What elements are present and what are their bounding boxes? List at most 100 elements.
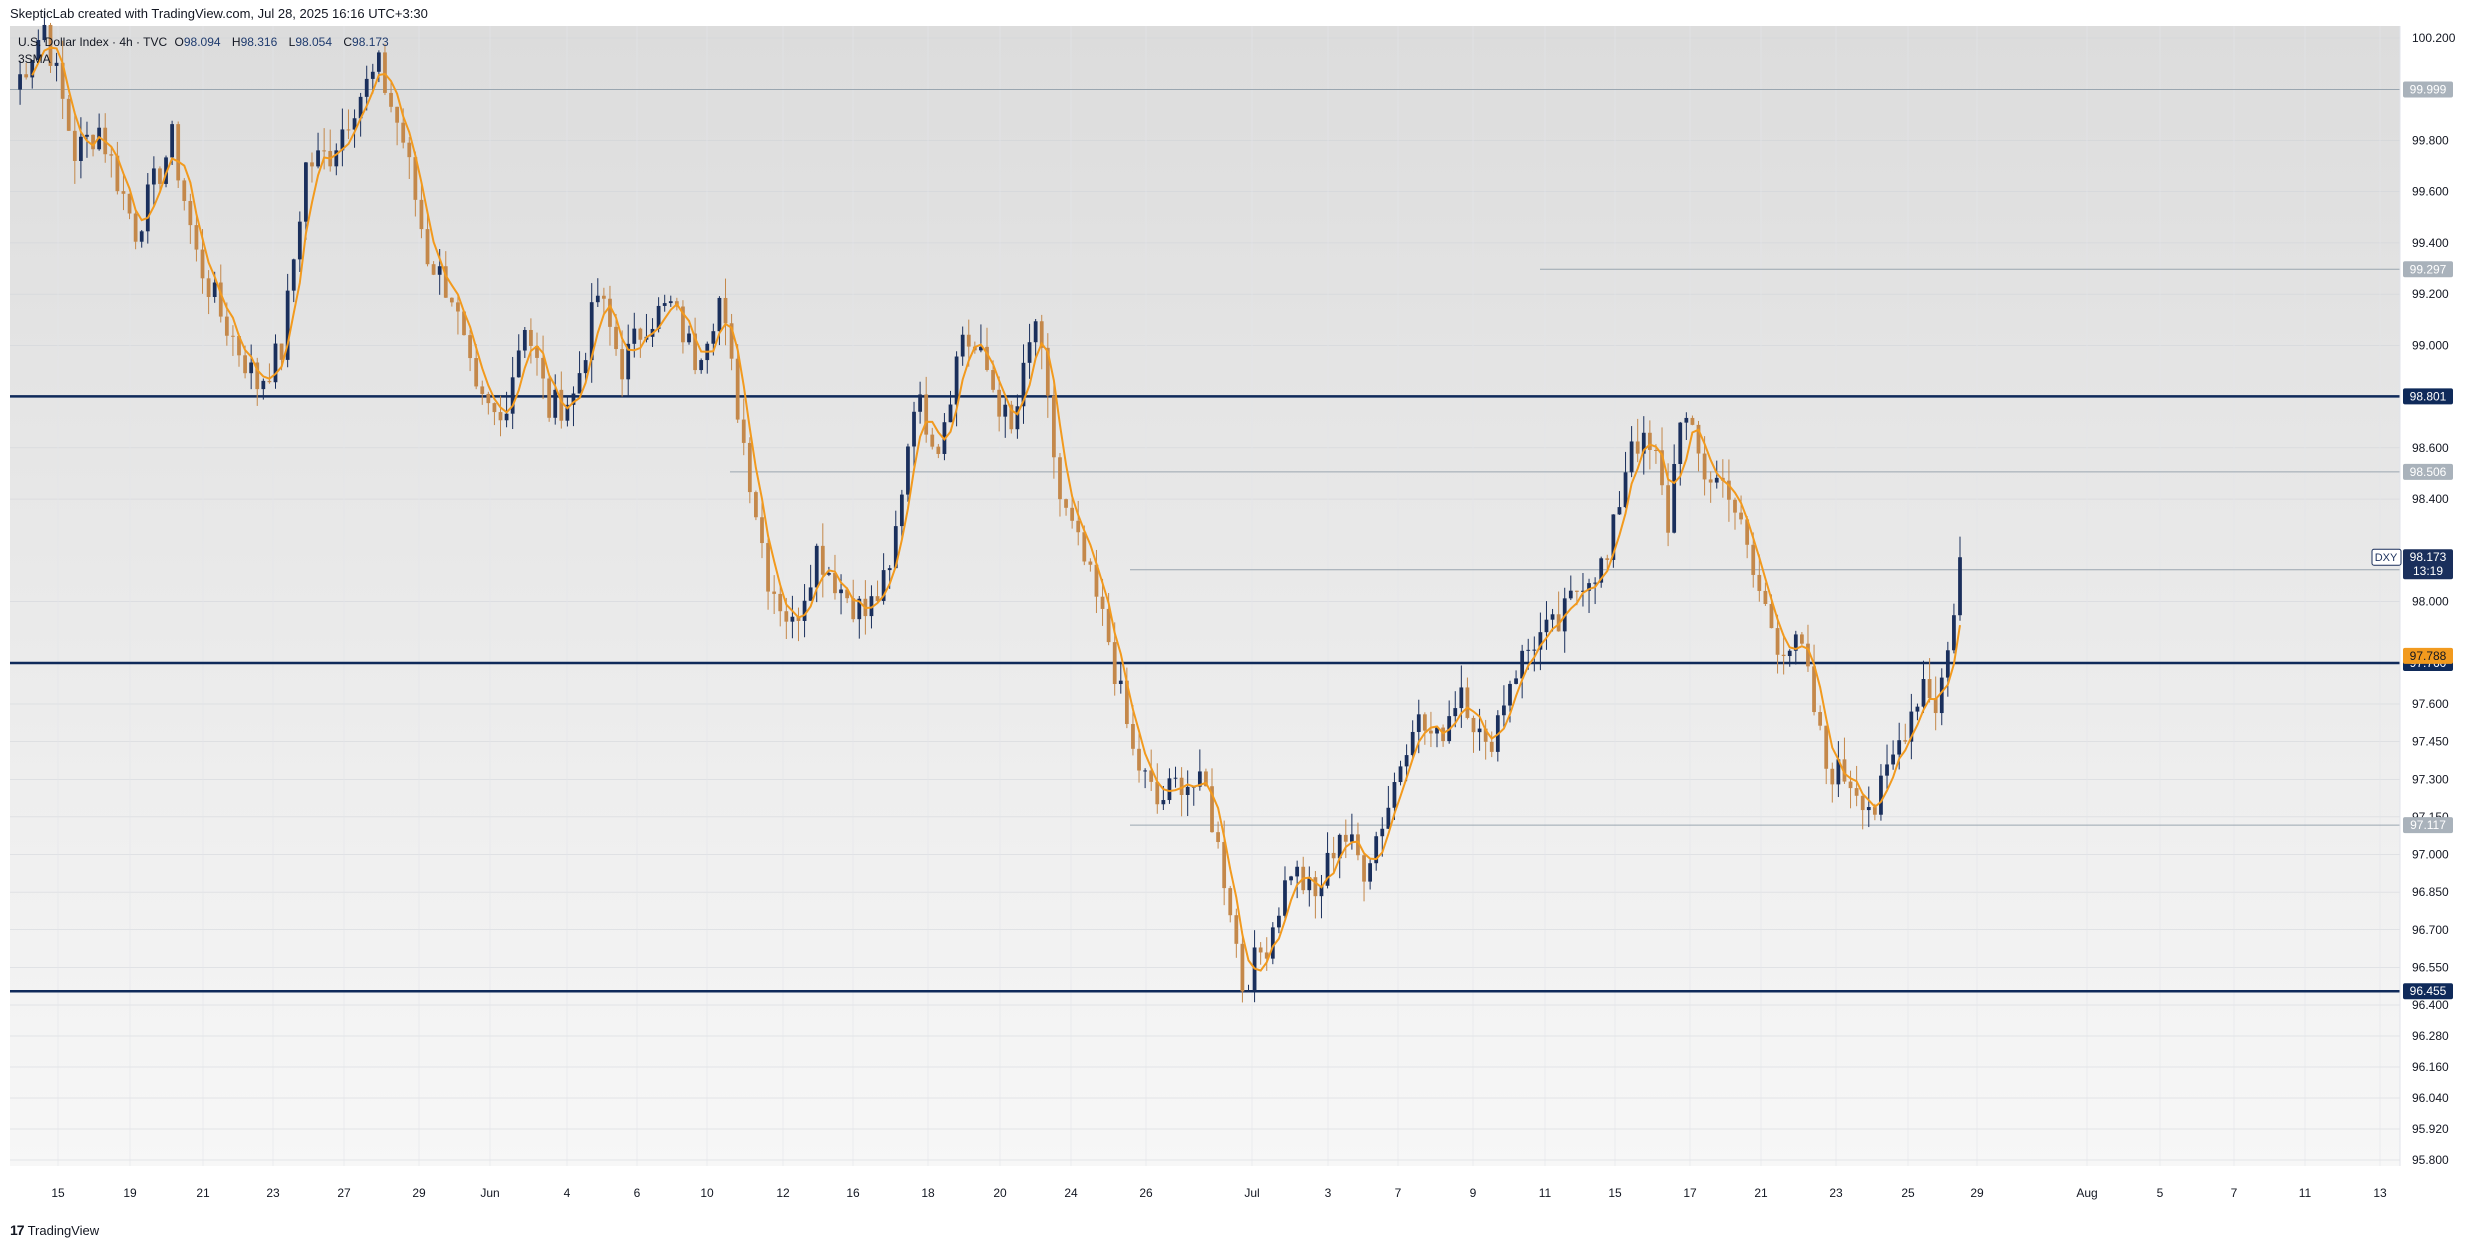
candle-body bbox=[1100, 596, 1105, 609]
candle-body bbox=[1842, 759, 1847, 782]
time-tick-label: 27 bbox=[337, 1186, 351, 1200]
candle-body bbox=[1520, 650, 1525, 679]
candle-body bbox=[85, 134, 89, 137]
candle-body bbox=[845, 589, 850, 599]
candle-body bbox=[1118, 680, 1123, 685]
legend-open-label: O bbox=[174, 35, 184, 49]
candle-body bbox=[1781, 654, 1786, 657]
candle-body bbox=[1009, 404, 1014, 430]
candle-body bbox=[456, 302, 460, 312]
candle-body bbox=[930, 434, 935, 447]
candle-body bbox=[425, 229, 430, 265]
candle-body bbox=[1866, 807, 1871, 811]
symbol-tag-label: DXY bbox=[2375, 552, 2398, 564]
time-tick-label: 12 bbox=[776, 1186, 790, 1200]
candle-body bbox=[1818, 712, 1823, 726]
candle-body bbox=[1082, 532, 1087, 562]
tradingview-text: TradingView bbox=[27, 1222, 100, 1238]
candle-body bbox=[723, 297, 728, 324]
candle-body bbox=[1313, 877, 1318, 897]
price-tick-label: 96.700 bbox=[2412, 923, 2449, 937]
candle-body bbox=[1939, 677, 1944, 714]
candle-body bbox=[668, 301, 673, 304]
symbol-tag bbox=[2371, 548, 2402, 566]
candle-body bbox=[1660, 450, 1664, 486]
price-tick-label: 99.400 bbox=[2412, 236, 2449, 250]
candle-body bbox=[273, 343, 278, 383]
candle-body bbox=[1611, 514, 1616, 560]
candle-body bbox=[91, 134, 95, 150]
candle-body bbox=[839, 589, 843, 594]
candle-body bbox=[918, 394, 922, 412]
candle-body bbox=[115, 155, 120, 192]
candle-body bbox=[474, 358, 479, 387]
candle-body bbox=[413, 157, 418, 200]
candle-body bbox=[1222, 842, 1227, 889]
candle-body bbox=[1070, 507, 1075, 521]
candle-body bbox=[243, 355, 247, 374]
candle-body bbox=[194, 225, 199, 250]
price-tick-label: 99.000 bbox=[2412, 338, 2449, 352]
candle-body bbox=[1295, 866, 1300, 877]
candle-body bbox=[1599, 558, 1604, 583]
candle-body bbox=[808, 587, 813, 601]
candle-body bbox=[370, 71, 375, 79]
legend-symbol[interactable]: U.S. Dollar Index · 4h · TVC bbox=[18, 35, 168, 49]
price-level-tag bbox=[2403, 463, 2453, 480]
tradingview-branding[interactable]: 17 TradingView bbox=[10, 1222, 99, 1238]
candle-body bbox=[565, 404, 570, 421]
legend-close: C98.173 bbox=[343, 35, 388, 49]
candle-body bbox=[1544, 619, 1549, 633]
candle-body bbox=[887, 568, 892, 571]
candle-body bbox=[1477, 728, 1482, 733]
candle-body bbox=[1854, 788, 1859, 796]
candle-body bbox=[601, 295, 606, 299]
candle-body bbox=[376, 52, 381, 72]
candle-body bbox=[529, 329, 533, 346]
price-axis-background bbox=[2400, 26, 2475, 1166]
candle-body bbox=[1106, 608, 1111, 643]
candle-body bbox=[735, 358, 740, 420]
candle-body bbox=[1185, 786, 1190, 795]
candle-body bbox=[1958, 557, 1962, 616]
candle-body bbox=[279, 343, 284, 360]
candle-body bbox=[1745, 519, 1750, 545]
candle-body bbox=[912, 411, 916, 447]
candle-body bbox=[36, 40, 41, 60]
candle-body bbox=[1216, 832, 1220, 843]
candle-body bbox=[1787, 650, 1792, 657]
time-tick-label: 10 bbox=[700, 1186, 714, 1200]
candle-body bbox=[802, 600, 807, 621]
time-axis[interactable]: 15 19 21 23 27 29 Jun 4 6 10 12 16 18 20 24 26 Jul 3 7 9 11 1… bbox=[51, 1186, 2387, 1200]
candle-body bbox=[1800, 634, 1804, 644]
price-tick-label: 97.300 bbox=[2412, 772, 2449, 786]
candle-body bbox=[1325, 852, 1330, 886]
legend-indicator[interactable]: 3SMA bbox=[18, 52, 51, 66]
price-axis[interactable]: 100.200 99.800 99.600 99.400 99.200 99.000 98.… bbox=[2412, 31, 2456, 1167]
grid-lines bbox=[10, 26, 2400, 1166]
candle-body bbox=[18, 74, 22, 90]
candle-body bbox=[1052, 395, 1056, 458]
price-tick-label: 96.040 bbox=[2412, 1091, 2449, 1105]
candle-body bbox=[1416, 714, 1421, 732]
candle-body bbox=[1246, 991, 1251, 993]
candle-body bbox=[443, 266, 448, 298]
candle-body bbox=[1714, 477, 1719, 483]
candle-body bbox=[1374, 836, 1379, 864]
candle-body bbox=[1228, 888, 1233, 916]
current-price-tag bbox=[2403, 549, 2453, 580]
candle-body bbox=[778, 593, 783, 612]
price-tick-label: 95.800 bbox=[2412, 1153, 2449, 1167]
candle-body bbox=[1775, 628, 1780, 655]
candle-body bbox=[1471, 717, 1476, 733]
candle-body bbox=[1161, 800, 1166, 805]
tradingview-logo-icon: 17 bbox=[10, 1222, 25, 1238]
candle-body bbox=[492, 403, 497, 413]
candle-body bbox=[772, 591, 777, 594]
candle-body bbox=[608, 298, 612, 327]
candle-body bbox=[206, 278, 211, 298]
time-axis-background bbox=[0, 1166, 2475, 1216]
candle-body bbox=[334, 150, 339, 167]
candle-body bbox=[1909, 711, 1914, 742]
